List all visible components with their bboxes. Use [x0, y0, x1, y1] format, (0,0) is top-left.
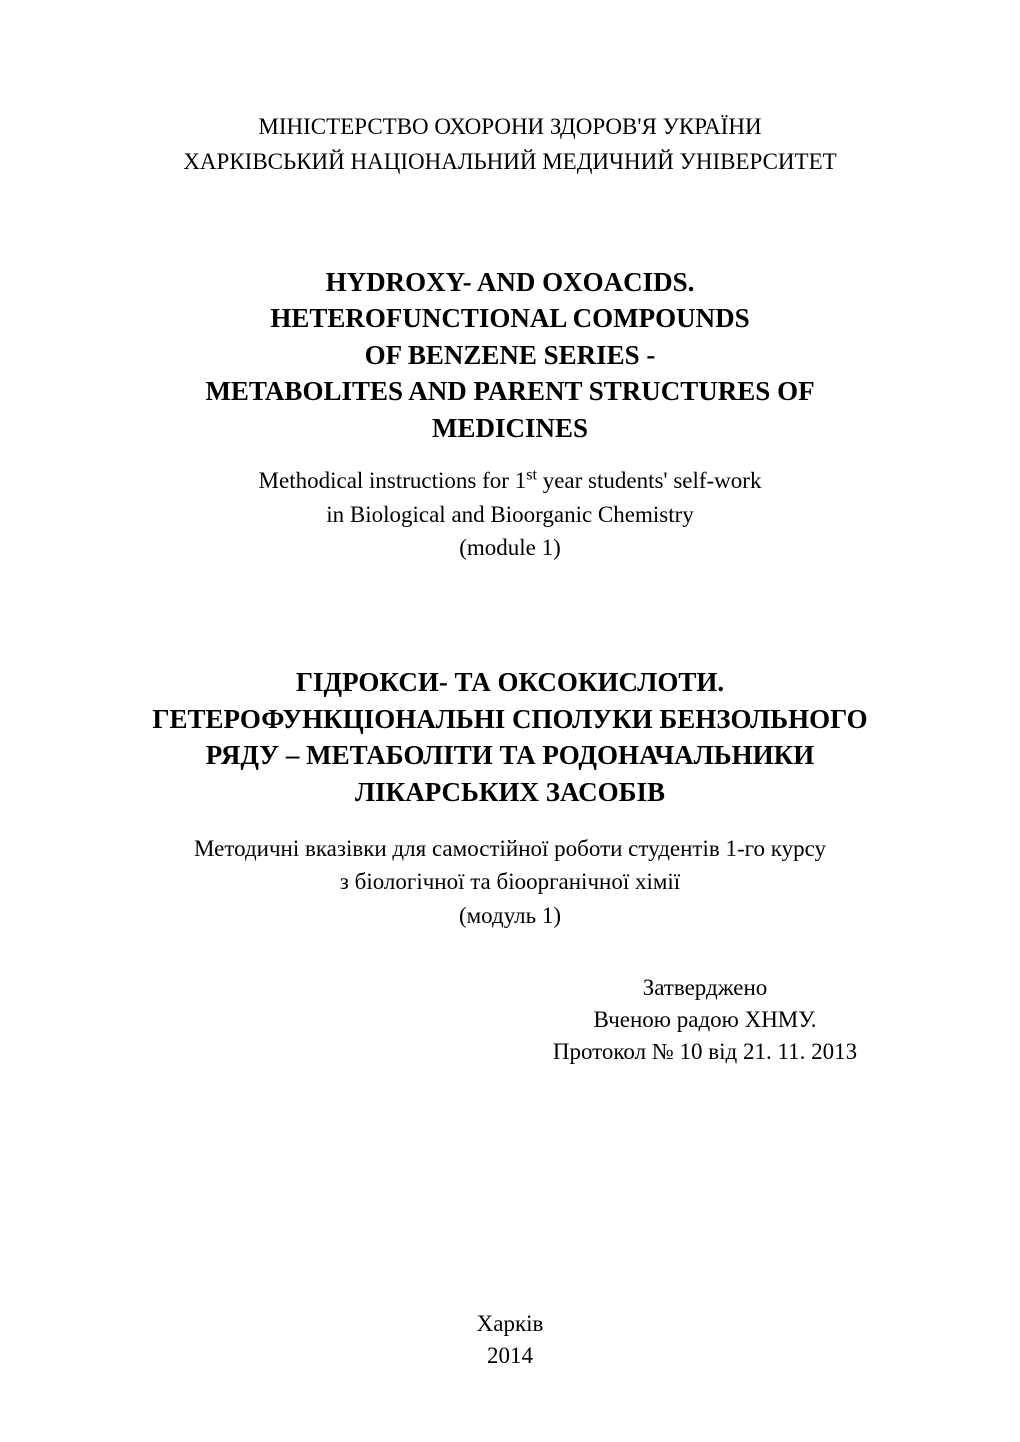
document-page: МІНІСТЕРСТВО ОХОРОНИ ЗДОРОВ'Я УКРАЇНИ ХА… [0, 0, 1020, 1442]
subtitle-ukrainian: Методичні вказівки для самостійної робот… [110, 832, 910, 932]
subtitle-en-line1-post: year students' self-work [537, 468, 762, 493]
title-uk-line4: ЛІКАРСЬКИХ ЗАСОБІВ [110, 774, 910, 810]
approval-line3: Протокол № 10 від 21. 11. 2013 [510, 1036, 900, 1068]
subtitle-en-line3: (module 1) [110, 531, 910, 564]
university-name: ХАРКІВСЬКИЙ НАЦІОНАЛЬНИЙ МЕДИЧНИЙ УНІВЕР… [110, 145, 910, 180]
title-english: HYDROXY- AND OXOACIDS. HETEROFUNCTIONAL … [110, 264, 910, 446]
subtitle-uk-line1: Методичні вказівки для самостійної робот… [110, 832, 910, 865]
subtitle-english: Methodical instructions for 1st year stu… [110, 464, 910, 564]
title-en-line1: HYDROXY- AND OXOACIDS. [110, 264, 910, 300]
ministry-name: МІНІСТЕРСТВО ОХОРОНИ ЗДОРОВ'Я УКРАЇНИ [110, 110, 910, 145]
title-en-line3: OF BENZENE SERIES - [110, 337, 910, 373]
title-uk-line1: ГІДРОКСИ- ТА ОКСОКИСЛОТИ. [110, 664, 910, 700]
title-uk-line2: ГЕТЕРОФУНКЦІОНАЛЬНІ СПОЛУКИ БЕНЗОЛЬНОГО [110, 701, 910, 737]
approval-line2: Вченою радою ХНМУ. [510, 1004, 900, 1036]
title-en-line4: METABOLITES AND PARENT STRUCTURES OF [110, 373, 910, 409]
subtitle-en-line1-pre: Methodical instructions for 1 [259, 468, 527, 493]
imprint-footer: Харків 2014 [110, 1308, 910, 1382]
subtitle-en-line2: in Biological and Bioorganic Chemistry [110, 498, 910, 531]
subtitle-uk-line3: (модуль 1) [110, 899, 910, 932]
approval-line1: Затверджено [510, 972, 900, 1004]
approval-block: Затверджено Вченою радою ХНМУ. Протокол … [510, 972, 900, 1069]
subtitle-uk-line2: з біологічної та біоорганічної хімії [110, 865, 910, 898]
footer-year: 2014 [110, 1340, 910, 1372]
title-en-line2: HETEROFUNCTIONAL COMPOUNDS [110, 300, 910, 336]
footer-city: Харків [110, 1308, 910, 1340]
ordinal-superscript: st [526, 467, 537, 484]
title-ukrainian: ГІДРОКСИ- ТА ОКСОКИСЛОТИ. ГЕТЕРОФУНКЦІОН… [110, 664, 910, 810]
title-en-line5: MEDICINES [110, 410, 910, 446]
title-uk-line3: РЯДУ – МЕТАБОЛІТИ ТА РОДОНАЧАЛЬНИКИ [110, 737, 910, 773]
institution-header: МІНІСТЕРСТВО ОХОРОНИ ЗДОРОВ'Я УКРАЇНИ ХА… [110, 110, 910, 179]
subtitle-en-line1: Methodical instructions for 1st year stu… [110, 464, 910, 497]
